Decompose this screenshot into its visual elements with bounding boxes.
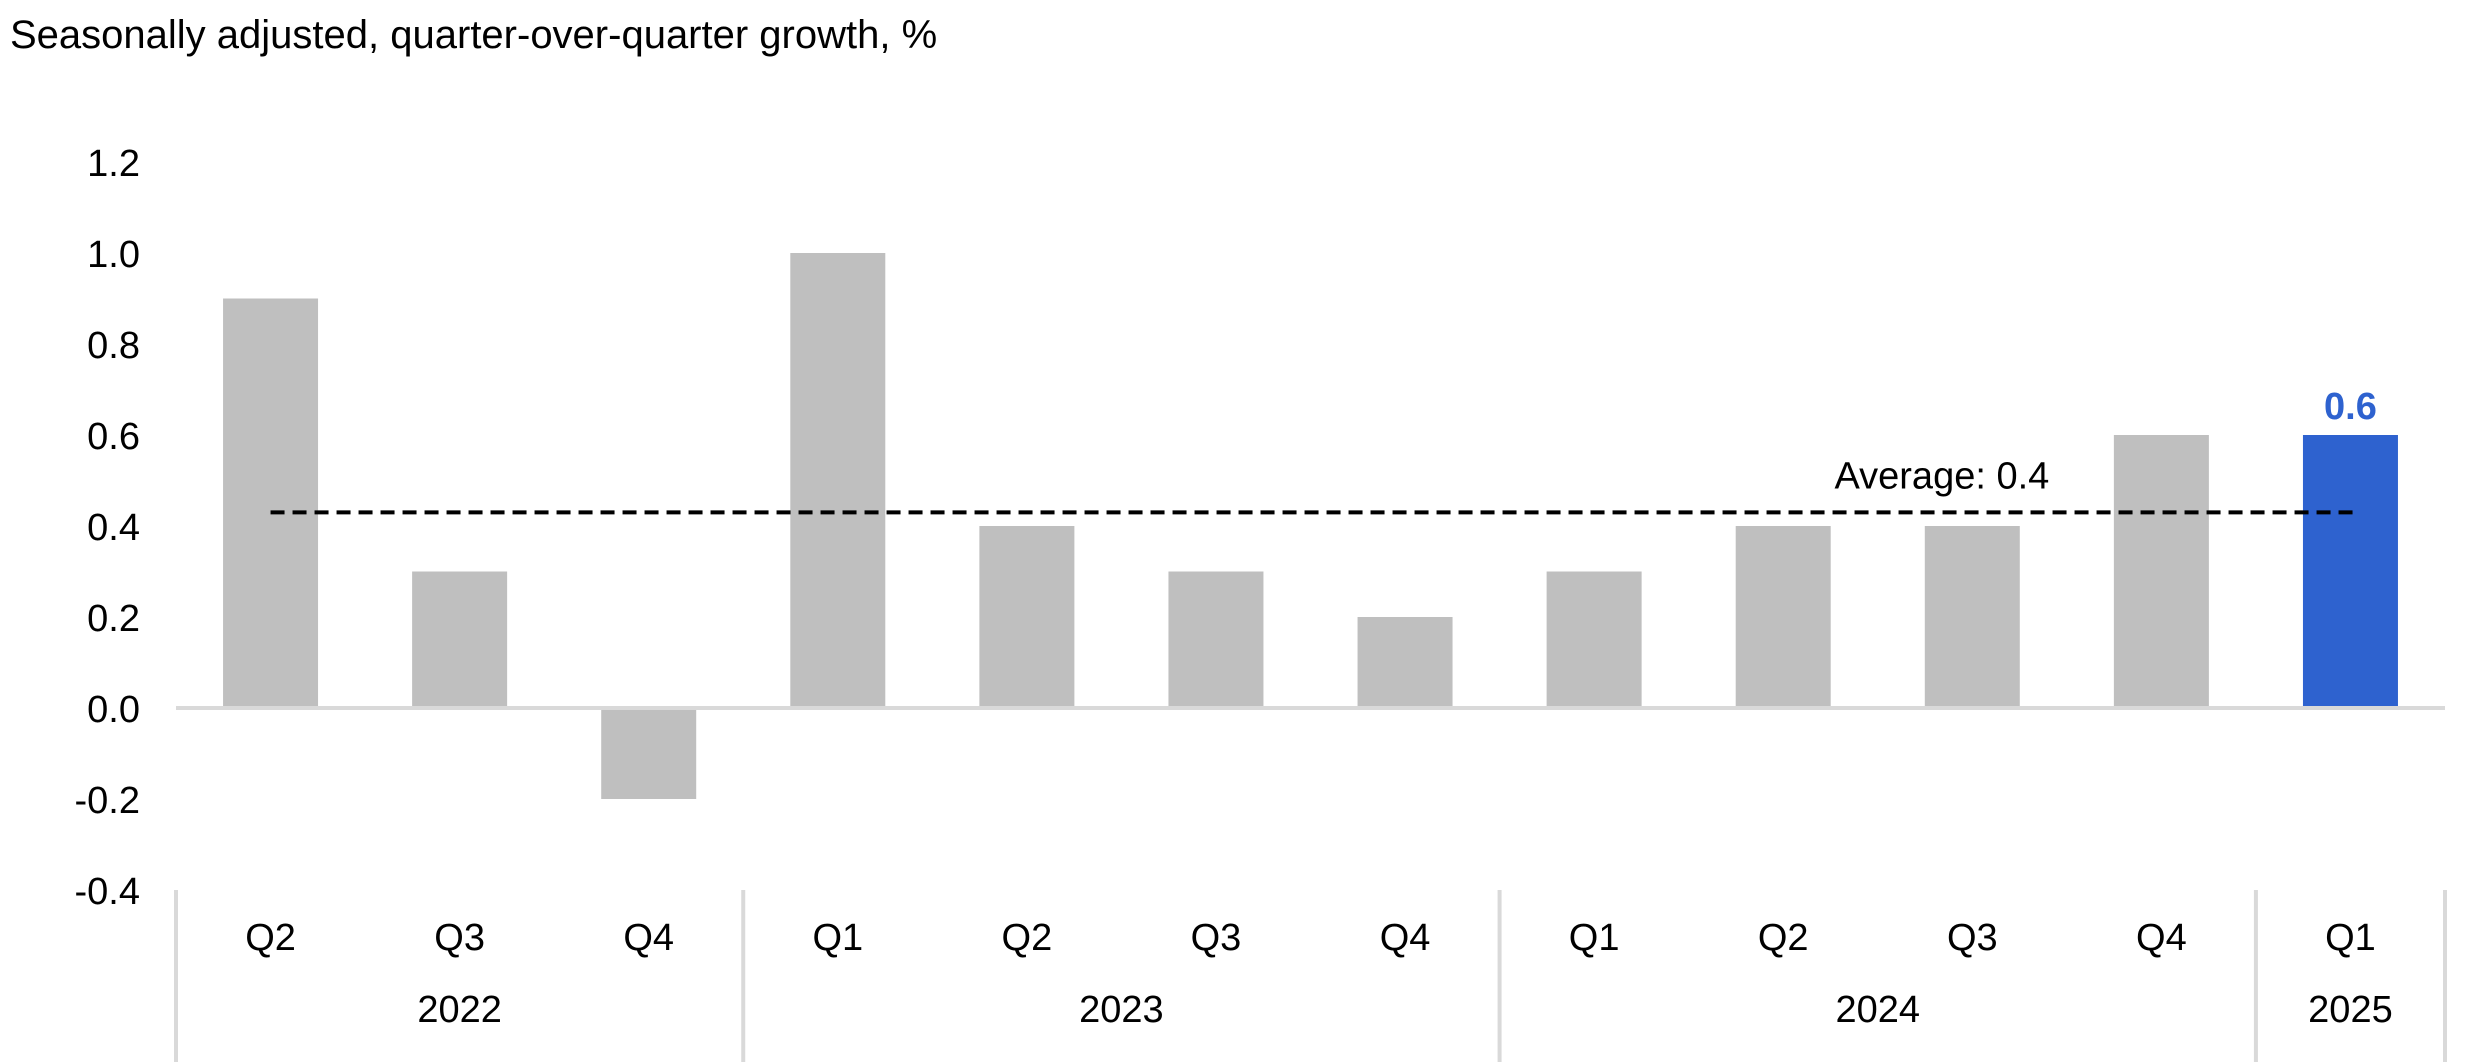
bar — [790, 253, 886, 708]
y-axis: 1.2 1.0 0.8 0.6 0.4 0.2 0.0 -0.2 -0.4 — [75, 143, 140, 913]
x-group-label: 2023 — [1079, 989, 1164, 1031]
x-tick-label: Q1 — [1569, 917, 1620, 959]
bar — [412, 571, 508, 708]
x-group-label: 2022 — [417, 989, 502, 1031]
bar — [601, 708, 697, 799]
y-tick-label: 0.0 — [87, 689, 140, 731]
bar — [979, 526, 1075, 708]
x-tick-label: Q4 — [1380, 917, 1431, 959]
bar — [1168, 571, 1264, 708]
bar — [223, 298, 319, 708]
x-axis: Q2 Q3 Q4 Q1 Q2 Q3 Q4 Q1 Q2 Q3 Q4 Q1 2022 2023 2024 2025 — [174, 890, 2447, 1062]
x-tick-label: Q4 — [623, 917, 674, 959]
x-tick-label: Q1 — [2325, 917, 2376, 959]
x-tick-label: Q3 — [434, 917, 485, 959]
y-tick-label: 0.4 — [87, 507, 140, 549]
x-tick-label: Q3 — [1191, 917, 1242, 959]
highlight-data-label: 0.6 — [2324, 386, 2377, 428]
bar-highlight — [2302, 435, 2398, 708]
y-tick-label: 1.0 — [87, 234, 140, 276]
y-tick-label: -0.4 — [75, 871, 140, 913]
x-group-label: 2025 — [2308, 989, 2393, 1031]
average-line-group: Average: 0.4 — [270, 455, 2356, 515]
bar — [1546, 571, 1642, 708]
average-label: Average: 0.4 — [1834, 455, 2049, 497]
x-tick-label: Q4 — [2136, 917, 2187, 959]
x-group-label: 2024 — [1835, 989, 1920, 1031]
y-tick-label: -0.2 — [75, 780, 140, 822]
x-tick-label: Q2 — [1002, 917, 1053, 959]
chart-subtitle: Seasonally adjusted, quarter-over-quarte… — [10, 13, 937, 57]
bars: 0.6 — [176, 253, 2445, 799]
y-tick-label: 1.2 — [87, 143, 140, 185]
y-tick-label: 0.8 — [87, 325, 140, 367]
y-tick-label: 0.2 — [87, 598, 140, 640]
y-tick-label: 0.6 — [87, 416, 140, 458]
bar — [1924, 526, 2020, 708]
x-tick-label: Q1 — [812, 917, 863, 959]
bar — [2113, 435, 2209, 708]
bar — [1357, 617, 1453, 708]
x-tick-label: Q3 — [1947, 917, 1998, 959]
x-tick-label: Q2 — [1758, 917, 1809, 959]
bar — [1735, 526, 1831, 708]
x-tick-label: Q2 — [245, 917, 296, 959]
